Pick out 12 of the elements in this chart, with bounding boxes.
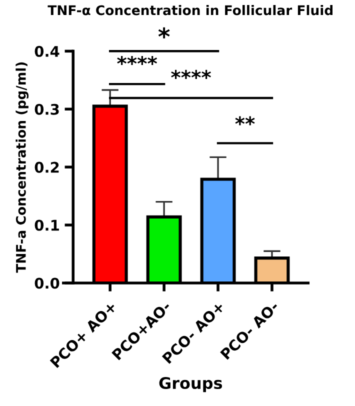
text: * [158,27,170,38]
x-axis-title: Groups [159,376,222,392]
y-tick-label: 0.2 [34,162,59,173]
y-tick-label: 0.0 [34,278,60,289]
y-tick-label: 0.1 [34,220,59,231]
chart-title: TNF-α Concentration in Follicular Fluid [48,5,332,16]
annotation: **** [171,70,211,79]
annotation: **** [117,56,158,66]
y-axis-title: TNF-a Concentration (pg/ml) [16,62,29,273]
y-tick-label: 0.4 [34,46,60,57]
y-tick-label: 0.3 [34,104,59,115]
annotation: ** [235,116,255,126]
